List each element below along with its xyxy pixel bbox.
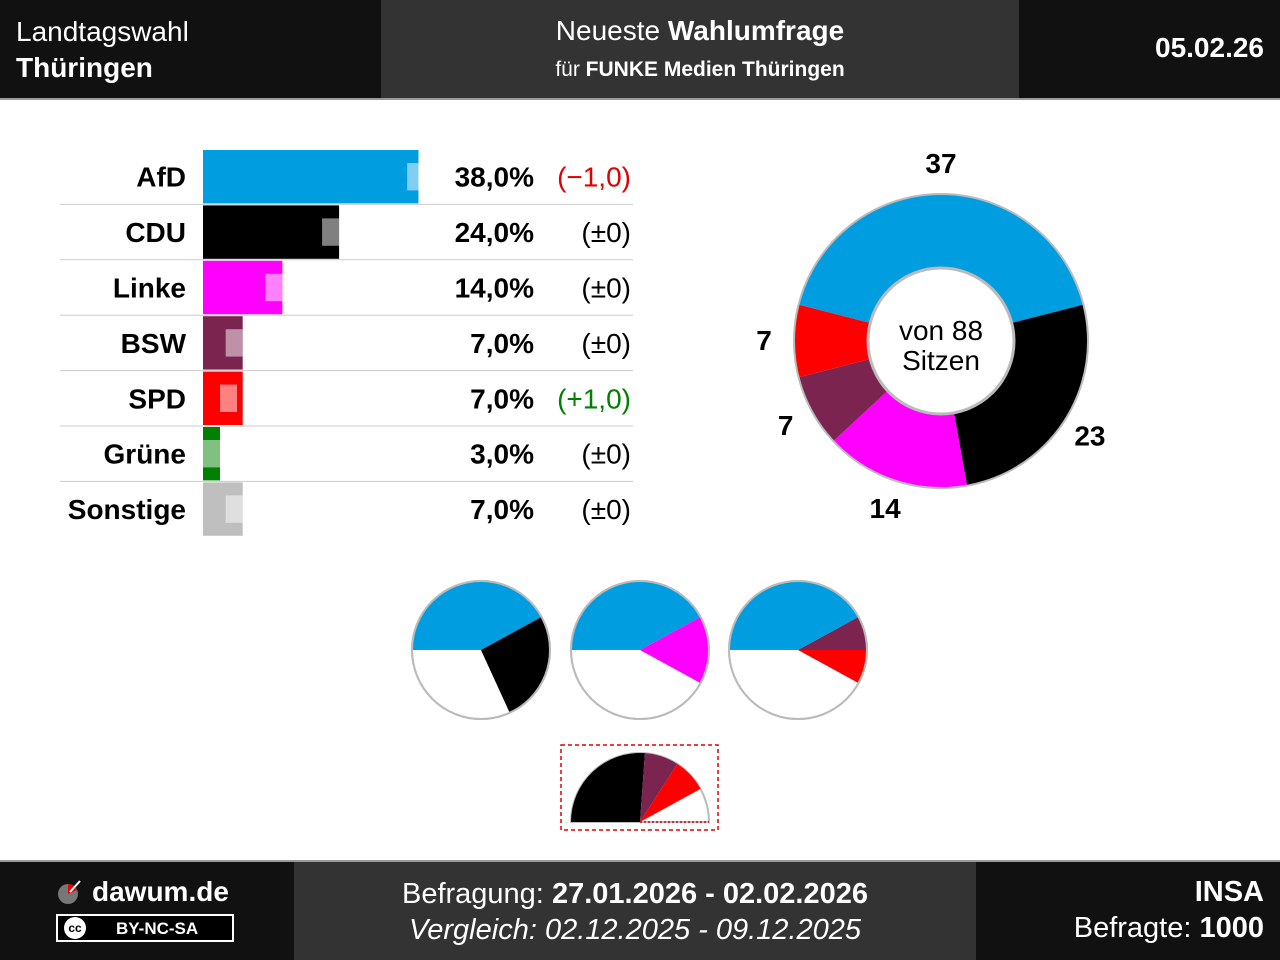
seat-label-bsw: 7	[778, 410, 794, 441]
change-label-linke: (±0)	[581, 273, 631, 304]
previous-marker-bsw	[225, 329, 243, 357]
party-label-linke: Linke	[113, 273, 186, 304]
donut-outline	[793, 193, 1089, 489]
value-label-spd: 7,0%	[470, 383, 534, 414]
subtitle-bold: FUNKE Medien Thüringen	[585, 58, 845, 81]
coalition-slice-afd	[729, 581, 859, 650]
value-label-linke: 14,0%	[455, 273, 534, 304]
license-badge: cc BY-NC-SA	[56, 914, 234, 942]
coalition-slice-afd	[571, 580, 701, 650]
header-title: Neueste Wahlumfrage für FUNKE Medien Thü…	[381, 0, 1019, 98]
change-label-sonstige: (±0)	[581, 494, 631, 525]
footer-divider	[0, 860, 1280, 862]
title-prefix: Neueste	[555, 15, 668, 46]
subtitle-prefix: für	[555, 58, 586, 81]
chart-area: AfD 38,0% (−1,0) CDU 24,0% (±0) Linke 14,0% (±0)…	[60, 148, 1105, 831]
page-title: Neueste Wahlumfrage	[381, 15, 1019, 47]
change-label-cdu: (±0)	[581, 217, 631, 248]
survey-label: Befragung:	[401, 878, 552, 910]
coalition-pie-outline	[411, 580, 551, 720]
cc-icon: cc	[64, 917, 86, 939]
header-date: 05.02.26	[1020, 0, 1280, 98]
change-label-gruene: (±0)	[581, 439, 631, 470]
value-label-sonstige: 7,0%	[470, 494, 534, 525]
institute: INSA	[1194, 876, 1264, 908]
election-type: Landtagswahl	[16, 16, 189, 47]
poll-date: 05.02.26	[1155, 32, 1264, 63]
respondents-label: Befragte:	[1073, 912, 1200, 944]
seat-slice-spd	[794, 304, 871, 378]
coalition-slice-afd	[411, 580, 542, 650]
value-label-bsw: 7,0%	[470, 328, 534, 359]
page-subtitle: für FUNKE Medien Thüringen	[381, 58, 1019, 82]
bar-cdu	[203, 205, 340, 259]
seat-label-spd: 7	[756, 325, 772, 356]
header-divider	[0, 98, 1280, 100]
semicircle-slice-cdu	[571, 752, 645, 822]
header-election: Landtagswahl Thüringen	[0, 0, 380, 98]
previous-marker-afd	[407, 163, 425, 191]
semicircle-slice-bsw	[640, 753, 678, 822]
survey-period: Befragung: 27.01.2026 - 02.02.2026	[294, 878, 976, 911]
seat-unit-label: Sitzen	[902, 345, 980, 376]
election-region: Thüringen	[16, 52, 153, 83]
coalition-slice-linke	[640, 616, 710, 684]
party-label-bsw: BSW	[121, 328, 187, 359]
value-label-afd: 38,0%	[455, 162, 534, 193]
donut-center	[866, 266, 1016, 416]
previous-marker-linke	[265, 273, 283, 302]
header: Landtagswahl Thüringen Neueste Wahlumfra…	[0, 0, 1280, 98]
previous-marker-spd	[220, 384, 238, 412]
coalition-slice-spd	[798, 650, 867, 684]
highlight-box	[560, 744, 719, 831]
seat-total-label: von 88	[899, 315, 983, 346]
change-label-afd: (−1,0)	[557, 162, 631, 193]
survey-dates: 27.01.2026 - 02.02.2026	[551, 878, 868, 910]
party-label-gruene: Grüne	[104, 439, 186, 470]
seat-label-cdu: 23	[1074, 421, 1105, 452]
semicircle-slice-spd	[640, 763, 701, 822]
seat-label-afd: 37	[925, 148, 956, 179]
previous-marker-cdu	[322, 218, 340, 246]
value-label-gruene: 3,0%	[470, 439, 534, 470]
previous-marker-sonstige	[225, 495, 243, 523]
change-label-bsw: (±0)	[581, 328, 631, 359]
bar-afd	[203, 150, 419, 204]
coalition-slice-cdu	[481, 616, 551, 713]
seat-slice-bsw	[798, 359, 888, 442]
previous-marker-gruene	[203, 440, 221, 468]
coalition-pie-outline	[728, 580, 868, 720]
party-label-sonstige: Sonstige	[68, 494, 186, 525]
survey-info: Befragung: 27.01.2026 - 02.02.2026 Vergl…	[294, 862, 976, 960]
change-label-spd: (+1,0)	[557, 383, 631, 414]
coalition-pie-outline	[570, 580, 710, 720]
seat-slice-cdu	[953, 304, 1088, 486]
seat-slice-afd	[798, 193, 1084, 323]
party-label-afd: AfD	[136, 162, 186, 193]
title-bold: Wahlumfrage	[667, 15, 845, 46]
party-label-spd: SPD	[128, 383, 186, 414]
dawum-logo-icon	[58, 880, 81, 904]
respondents: Befragte: 1000	[1074, 912, 1264, 945]
party-label-cdu: CDU	[125, 217, 186, 248]
brand-name: dawum.de	[92, 876, 229, 907]
seat-label-linke: 14	[870, 493, 902, 524]
license-text: BY-NC-SA	[116, 919, 199, 938]
respondents-count: 1000	[1199, 912, 1264, 944]
coalition-slice-bsw	[798, 616, 867, 650]
value-label-cdu: 24,0%	[455, 217, 534, 248]
compare-period: Vergleich: 02.12.2025 - 09.12.2025	[409, 914, 861, 946]
